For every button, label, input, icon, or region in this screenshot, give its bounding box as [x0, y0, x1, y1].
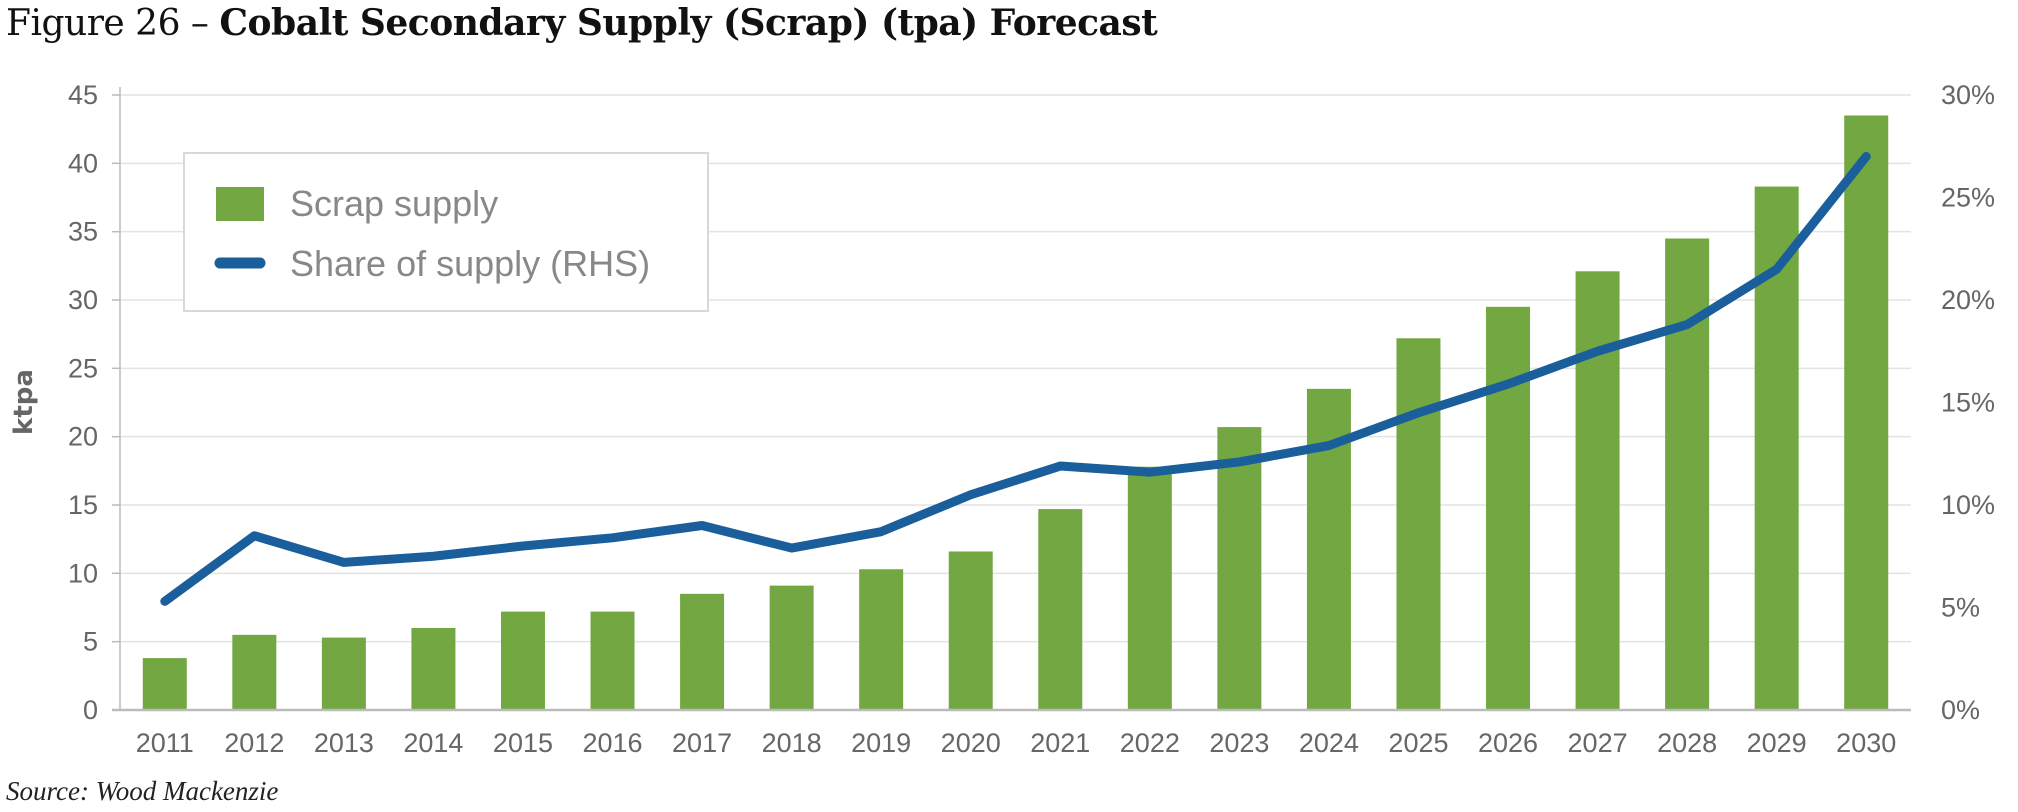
y2-tick-label: 5% [1941, 593, 1980, 623]
y-tick-label: 0 [83, 695, 98, 725]
x-tick-label: 2021 [1030, 728, 1090, 758]
x-tick-label: 2023 [1209, 728, 1269, 758]
chart-title: Figure 26 – Cobalt Secondary Supply (Scr… [6, 2, 1158, 44]
x-tick-label: 2028 [1657, 728, 1717, 758]
x-tick-label: 2019 [851, 728, 911, 758]
x-tick-label: 2012 [224, 728, 284, 758]
x-tick-label: 2017 [672, 728, 732, 758]
legend-label-scrap-supply: Scrap supply [290, 183, 498, 224]
legend-swatch-scrap-supply [216, 187, 264, 221]
bar-2026 [1486, 306, 1531, 710]
legend: Scrap supply Share of supply (RHS) [183, 152, 709, 312]
y2-tick-label: 15% [1941, 388, 1995, 418]
x-tick-label: 2013 [314, 728, 374, 758]
x-tick-label: 2014 [403, 728, 463, 758]
bar-2025 [1396, 338, 1441, 710]
y-tick-label: 15 [68, 490, 98, 520]
share-line [160, 152, 1871, 606]
bar-2015 [500, 611, 545, 710]
source-note: Source: Wood Mackenzie [6, 776, 279, 806]
bar-2017 [680, 593, 725, 710]
x-tick-label: 2026 [1478, 728, 1538, 758]
x-tick-label: 2022 [1120, 728, 1180, 758]
bar-2020 [948, 551, 993, 710]
bar-2027 [1575, 271, 1620, 710]
y-tick-label: 20 [68, 422, 98, 452]
bar-2030 [1844, 115, 1889, 710]
y-axis-label: ktpa [9, 369, 39, 435]
legend-label-share: Share of supply (RHS) [290, 243, 650, 284]
x-tick-label: 2018 [762, 728, 822, 758]
bar-2022 [1127, 466, 1172, 710]
x-tick-label: 2029 [1747, 728, 1807, 758]
bar-2021 [1038, 509, 1083, 710]
y-tick-label: 40 [68, 148, 98, 178]
x-tick-label: 2030 [1836, 728, 1896, 758]
bar-2016 [590, 611, 635, 710]
y-tick-label: 45 [68, 80, 98, 110]
y2-tick-label: 30% [1941, 80, 1995, 110]
x-tick-label: 2011 [136, 728, 194, 758]
x-tick-label: 2015 [493, 728, 553, 758]
y-tick-label: 10 [68, 558, 98, 588]
x-tick-label: 2024 [1299, 728, 1359, 758]
bar-2011 [142, 658, 187, 710]
x-tick-label: 2025 [1388, 728, 1448, 758]
bar-2012 [232, 634, 277, 710]
bar-2019 [859, 569, 904, 710]
x-tick-label: 2027 [1568, 728, 1628, 758]
x-tick-label: 2016 [582, 728, 642, 758]
y-tick-label: 35 [68, 217, 98, 247]
bar-2014 [411, 628, 456, 710]
y-tick-label: 5 [83, 627, 98, 657]
bar-2028 [1665, 238, 1710, 710]
y2-tick-label: 20% [1941, 285, 1995, 315]
y2-tick-label: 10% [1941, 490, 1995, 520]
bar-2018 [769, 585, 814, 710]
figure-number: Figure 26 – [6, 3, 209, 44]
y2-tick-label: 25% [1941, 183, 1995, 213]
bar-2023 [1217, 427, 1262, 710]
title-main: Cobalt Secondary Supply (Scrap) (tpa) Fo… [219, 2, 1158, 44]
bar-2013 [321, 637, 366, 710]
x-tick-label: 2020 [941, 728, 1001, 758]
y2-tick-label: 0% [1941, 695, 1980, 725]
y-tick-label: 30 [68, 285, 98, 315]
y-tick-label: 25 [68, 353, 98, 383]
